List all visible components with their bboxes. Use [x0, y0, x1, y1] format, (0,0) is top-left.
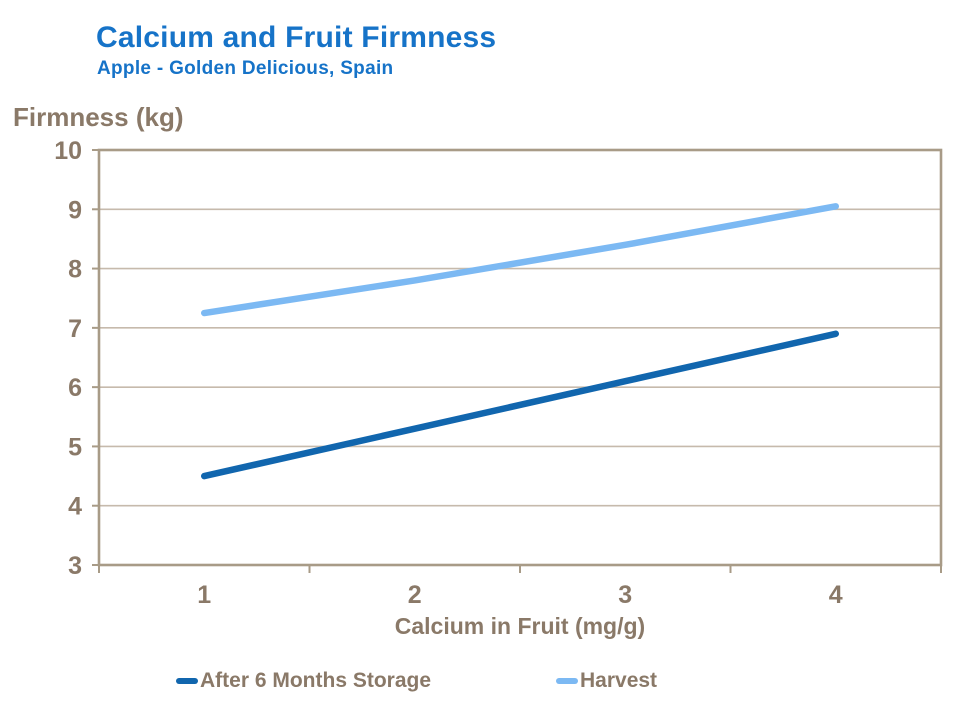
x-tick-label: 1 [197, 581, 211, 609]
y-tick-label: 8 [68, 256, 82, 284]
y-tick-label: 7 [68, 315, 82, 343]
x-tick-label: 4 [829, 581, 843, 609]
y-tick-label: 5 [68, 433, 82, 461]
chart-subtitle: Apple - Golden Delicious, Spain [97, 58, 394, 79]
series-line-storage [201, 330, 839, 480]
x-axis-title: Calcium in Fruit (mg/g) [394, 613, 646, 639]
y-tick-label: 9 [68, 196, 82, 224]
series-line-harvest [201, 203, 839, 317]
y-tick-label: 10 [54, 137, 82, 165]
x-tick-label: 2 [408, 581, 422, 609]
y-tick-label: 4 [68, 493, 82, 521]
chart-title: Calcium and Fruit Firmness [96, 21, 497, 54]
y-tick-label: 3 [68, 552, 82, 580]
x-tick-label: 3 [618, 581, 632, 609]
y-axis-title: Firmness (kg) [13, 102, 184, 132]
y-tick-label: 6 [68, 374, 82, 402]
